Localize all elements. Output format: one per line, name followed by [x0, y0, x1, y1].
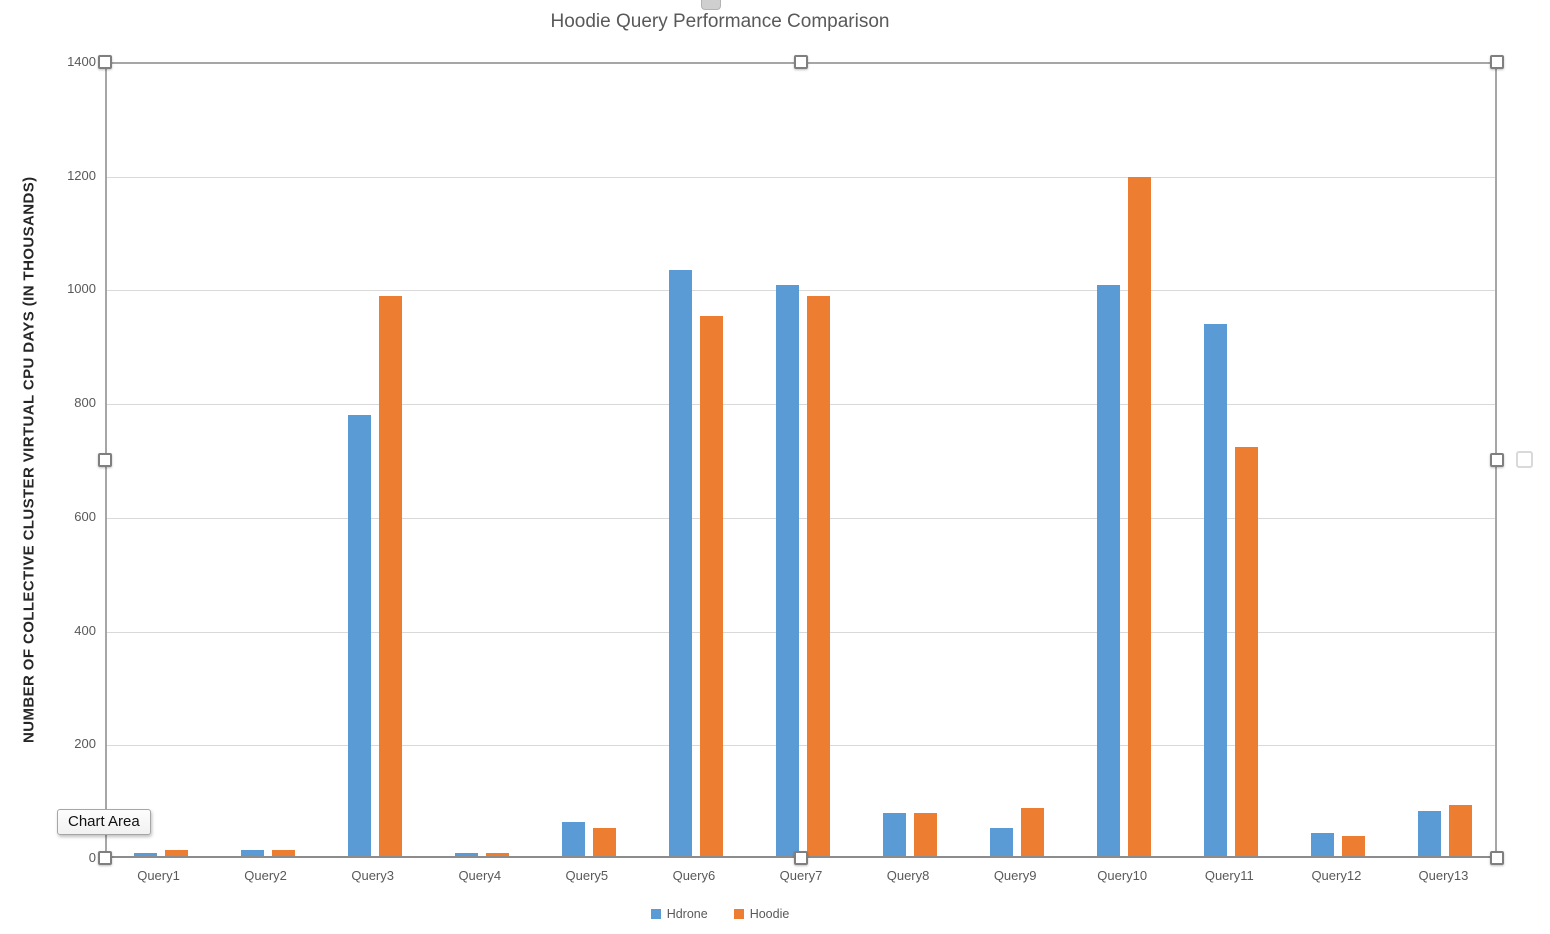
- selection-handle[interactable]: [1490, 851, 1504, 865]
- x-category-label: Query1: [137, 868, 180, 883]
- legend-label: Hoodie: [749, 907, 790, 921]
- bar-hdrone-query11[interactable]: [1204, 324, 1228, 856]
- outer-resize-handle-top[interactable]: [701, 0, 721, 10]
- legend-item-hdrone[interactable]: Hdrone: [650, 907, 708, 921]
- x-category-label: Query9: [993, 868, 1037, 883]
- gridline: [107, 404, 1495, 406]
- y-tick-label: 0: [88, 850, 96, 865]
- gridline: [107, 176, 1495, 178]
- legend: Hdrone Hoodie: [0, 907, 1440, 921]
- bar-hoodie-query13[interactable]: [1449, 805, 1473, 856]
- y-tick-label: 600: [74, 508, 96, 524]
- bar-hoodie-query3[interactable]: [378, 296, 402, 856]
- bar-hdrone-query6[interactable]: [668, 270, 692, 856]
- legend-label: Hdrone: [666, 907, 708, 921]
- bar-hoodie-query5[interactable]: [592, 828, 616, 856]
- bar-hdrone-query12[interactable]: [1311, 833, 1335, 856]
- bar-hdrone-query5[interactable]: [561, 822, 585, 856]
- y-tick-label: 200: [74, 736, 96, 752]
- bar-hdrone-query10[interactable]: [1097, 285, 1121, 856]
- plot-area[interactable]: [105, 62, 1497, 858]
- gridline: [107, 290, 1495, 292]
- gridline: [107, 631, 1495, 633]
- bar-hdrone-query3[interactable]: [347, 415, 371, 856]
- hdrone-swatch-icon: [650, 909, 661, 919]
- bar-hoodie-query8[interactable]: [914, 813, 938, 856]
- bar-hoodie-query6[interactable]: [699, 316, 723, 856]
- y-tick-label: 1400: [67, 54, 96, 69]
- x-category-label: Query11: [1204, 868, 1254, 883]
- y-tick-label: 800: [74, 395, 96, 411]
- gridline: [107, 517, 1495, 519]
- chart-area-tooltip: Chart Area: [57, 809, 151, 835]
- outer-resize-handle-right[interactable]: [1516, 451, 1533, 468]
- bar-hoodie-query1[interactable]: [164, 850, 188, 856]
- selection-handle[interactable]: [794, 851, 808, 865]
- x-category-label: Query6: [672, 868, 716, 883]
- x-category-label: Query4: [458, 868, 502, 883]
- x-category-label: Query3: [351, 868, 394, 883]
- selection-handle[interactable]: [1490, 55, 1504, 69]
- bar-hoodie-query9[interactable]: [1021, 808, 1045, 856]
- bar-hoodie-query11[interactable]: [1235, 447, 1259, 856]
- selection-handle[interactable]: [98, 453, 112, 467]
- selection-handle[interactable]: [1490, 453, 1504, 467]
- y-tick-label: 1000: [67, 281, 96, 297]
- bar-hdrone-query7[interactable]: [776, 285, 799, 856]
- bar-hoodie-query4[interactable]: [485, 853, 509, 856]
- bar-hdrone-query8[interactable]: [883, 813, 907, 856]
- bar-hdrone-query13[interactable]: [1418, 811, 1442, 856]
- x-category-label: Query7: [779, 868, 823, 883]
- bar-hdrone-query4[interactable]: [454, 853, 478, 856]
- legend-item-hoodie[interactable]: Hoodie: [733, 907, 790, 921]
- bar-hdrone-query1[interactable]: [133, 853, 157, 856]
- x-category-label: Query5: [565, 868, 609, 883]
- x-category-label: Query13: [1418, 868, 1469, 883]
- hoodie-swatch-icon: [733, 909, 744, 919]
- bar-hdrone-query2[interactable]: [240, 850, 264, 856]
- selection-handle[interactable]: [98, 851, 112, 865]
- chart-title[interactable]: Hoodie Query Performance Comparison: [550, 11, 890, 32]
- bar-hoodie-query10[interactable]: [1128, 177, 1152, 856]
- y-tick-label: 1200: [67, 167, 96, 183]
- x-category-label: Query10: [1097, 868, 1148, 883]
- selection-handle[interactable]: [794, 55, 808, 69]
- bar-hdrone-query9[interactable]: [990, 828, 1014, 856]
- bar-hoodie-query12[interactable]: [1342, 836, 1366, 856]
- bar-hoodie-query7[interactable]: [807, 296, 830, 856]
- x-category-label: Query12: [1311, 868, 1362, 883]
- selection-handle[interactable]: [98, 55, 112, 69]
- y-tick-label: 400: [74, 622, 96, 638]
- x-category-label: Query8: [886, 868, 930, 883]
- gridline: [107, 745, 1495, 747]
- x-category-label: Query2: [244, 868, 287, 883]
- bar-hoodie-query2[interactable]: [271, 850, 295, 856]
